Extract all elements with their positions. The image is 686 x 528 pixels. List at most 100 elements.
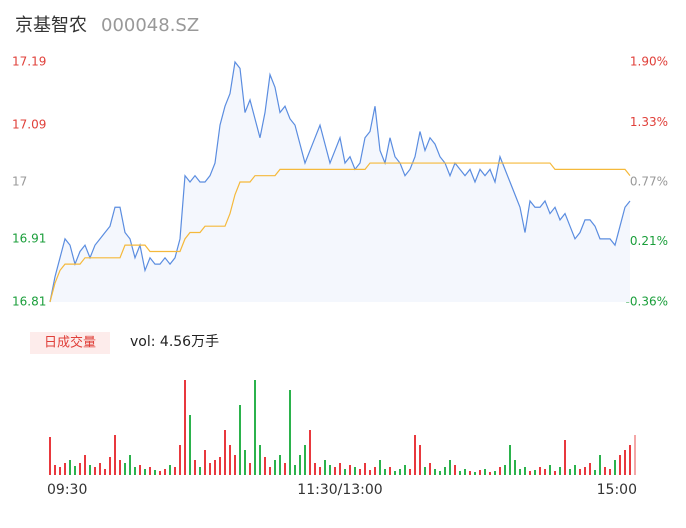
y-tick-label: 17.19 bbox=[12, 55, 46, 69]
volume-bar bbox=[544, 469, 546, 475]
volume-bar bbox=[489, 472, 491, 475]
volume-button[interactable] bbox=[30, 332, 110, 354]
volume-bar bbox=[204, 450, 206, 475]
volume-bar bbox=[134, 467, 136, 475]
volume-bar bbox=[174, 467, 176, 475]
volume-bar bbox=[594, 470, 596, 475]
volume-bar bbox=[369, 470, 371, 475]
volume-bar bbox=[474, 472, 476, 475]
volume-bar bbox=[344, 469, 346, 475]
volume-bar bbox=[139, 465, 141, 475]
volume-bar bbox=[459, 471, 461, 475]
x-tick-label: 09:30 bbox=[47, 482, 87, 498]
volume-bar bbox=[524, 467, 526, 475]
volume-bar bbox=[444, 467, 446, 475]
volume-bar bbox=[634, 435, 636, 475]
volume-bar bbox=[629, 445, 631, 475]
volume-bar bbox=[149, 467, 151, 475]
volume-bar bbox=[349, 465, 351, 475]
volume-bar bbox=[219, 457, 221, 475]
volume-bar bbox=[194, 460, 196, 475]
volume-bar bbox=[379, 460, 381, 475]
y-tick-label: 16.91 bbox=[12, 231, 46, 245]
volume-bar bbox=[49, 437, 51, 475]
volume-bar bbox=[534, 470, 536, 475]
volume-bar bbox=[59, 467, 61, 475]
y2-tick-label: 1.33% bbox=[630, 115, 668, 129]
volume-bar bbox=[199, 467, 201, 475]
x-tick-label: 11:30/13:00 bbox=[297, 482, 382, 498]
volume-bar bbox=[394, 471, 396, 475]
volume-bar bbox=[274, 460, 276, 475]
volume-bar bbox=[479, 470, 481, 475]
volume-bar bbox=[304, 445, 306, 475]
volume-bar bbox=[404, 465, 406, 475]
volume-bar bbox=[184, 380, 186, 475]
volume-bar bbox=[294, 465, 296, 475]
y2-tick-label: 0.77% bbox=[630, 175, 668, 189]
volume-bar bbox=[509, 445, 511, 475]
volume-bar bbox=[239, 405, 241, 475]
volume-bar bbox=[559, 467, 561, 475]
volume-bar bbox=[299, 455, 301, 475]
volume-bar bbox=[569, 469, 571, 475]
volume-bar bbox=[234, 455, 236, 475]
volume-bar bbox=[289, 390, 291, 475]
volume-bar bbox=[189, 415, 191, 475]
volume-button-label[interactable]: 日成交量 bbox=[44, 335, 96, 351]
x-tick-label: 15:00 bbox=[597, 482, 637, 498]
volume-bar bbox=[124, 463, 126, 475]
price-line bbox=[49, 60, 631, 303]
y2-tick-label: -0.36% bbox=[626, 295, 668, 309]
volume-bar bbox=[579, 469, 581, 475]
volume-bar bbox=[284, 463, 286, 475]
volume-bar bbox=[419, 445, 421, 475]
volume-bar bbox=[249, 463, 251, 475]
volume-bar bbox=[469, 471, 471, 475]
volume-bar bbox=[54, 465, 56, 475]
volume-bar bbox=[279, 455, 281, 475]
volume-bar bbox=[309, 430, 311, 475]
volume-bar bbox=[209, 463, 211, 475]
volume-bar bbox=[449, 460, 451, 475]
volume-bar bbox=[399, 469, 401, 475]
y-tick-label: 17.09 bbox=[12, 118, 46, 132]
volume-bar bbox=[364, 463, 366, 475]
average-line bbox=[49, 162, 631, 303]
y-tick-label: 16.81 bbox=[12, 295, 46, 309]
volume-bar bbox=[259, 445, 261, 475]
volume-bar bbox=[494, 471, 496, 475]
volume-bar bbox=[464, 469, 466, 475]
volume-bar bbox=[589, 463, 591, 475]
volume-bar bbox=[154, 470, 156, 475]
volume-bar bbox=[609, 469, 611, 475]
volume-bar bbox=[374, 467, 376, 475]
volume-bar bbox=[484, 469, 486, 475]
volume-bar bbox=[114, 435, 116, 475]
volume-bar bbox=[504, 465, 506, 475]
volume-bar bbox=[244, 450, 246, 475]
y-tick-label: 17 bbox=[12, 175, 27, 189]
volume-bar bbox=[144, 469, 146, 475]
volume-bar bbox=[264, 457, 266, 475]
volume-bar bbox=[104, 469, 106, 475]
volume-bar bbox=[119, 460, 121, 475]
volume-bar bbox=[549, 465, 551, 475]
price-area bbox=[50, 62, 630, 302]
volume-bar bbox=[159, 471, 161, 475]
volume-bar bbox=[99, 463, 101, 475]
volume-bar bbox=[624, 450, 626, 475]
volume-bar bbox=[169, 465, 171, 475]
volume-bar bbox=[514, 460, 516, 475]
stock-code: 000048.SZ bbox=[101, 15, 199, 36]
volume-bar bbox=[429, 463, 431, 475]
volume-bar bbox=[329, 465, 331, 475]
volume-bar bbox=[84, 455, 86, 475]
volume-bar bbox=[224, 430, 226, 475]
volume-bar bbox=[214, 460, 216, 475]
volume-bar bbox=[324, 460, 326, 475]
volume-bar bbox=[519, 469, 521, 475]
volume-bar bbox=[254, 380, 256, 475]
volume-bar bbox=[529, 471, 531, 475]
